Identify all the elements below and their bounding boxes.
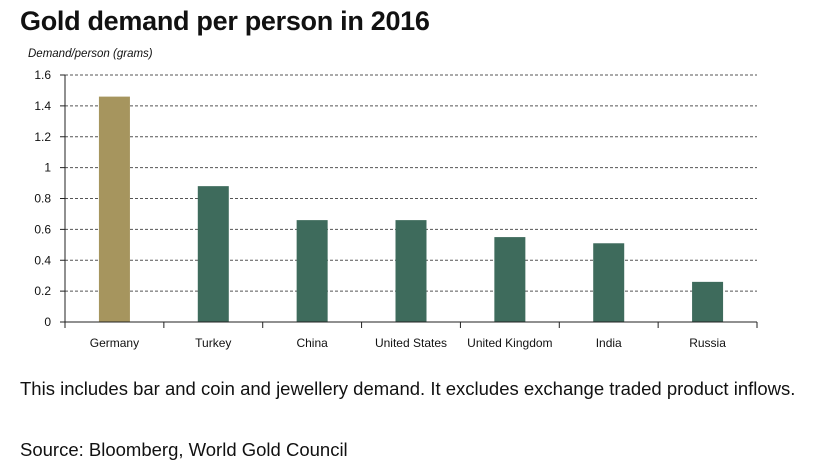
x-tick-label: United Kingdom [467,336,552,350]
x-tick-label: Russia [689,336,726,350]
y-tick-label: 0.4 [34,253,51,267]
x-tick-label: United States [375,336,447,350]
y-tick-label: 1.6 [34,68,51,82]
x-tick-label: Turkey [195,336,231,350]
bar-china [296,220,328,322]
x-tick-label: Germany [90,336,139,350]
footnote: This includes bar and coin and jewellery… [20,378,796,399]
chart-area: Demand/person (grams) 0 0.2 0.4 0.6 0.8 1 1.2 1.… [0,40,840,360]
source-note: Source: Bloomberg, World Gold Council [20,439,348,460]
bar-germany [98,96,130,322]
y-tick-label: 1.2 [34,130,51,144]
x-tick-label: India [596,336,622,350]
y-tick-label: 0 [44,315,51,329]
y-axis-label: Demand/person (grams) [28,48,153,60]
x-tick-label: China [296,336,328,350]
y-tick-label: 0.6 [34,222,51,236]
y-tick-label: 1.4 [34,99,51,113]
bar-united-states [395,220,427,322]
bar-united-kingdom [494,237,526,322]
y-tick-label: 0.8 [34,192,51,206]
bar-chart: Demand/person (grams) 0 0.2 0.4 0.6 0.8 1 1.2 1.… [28,48,758,350]
bar-india [593,243,625,322]
bar-russia [692,281,724,322]
bar-turkey [197,186,229,322]
y-tick-label: 0.2 [34,284,51,298]
chart-title: Gold demand per person in 2016 [20,6,430,36]
y-tick-label: 1 [44,161,51,175]
